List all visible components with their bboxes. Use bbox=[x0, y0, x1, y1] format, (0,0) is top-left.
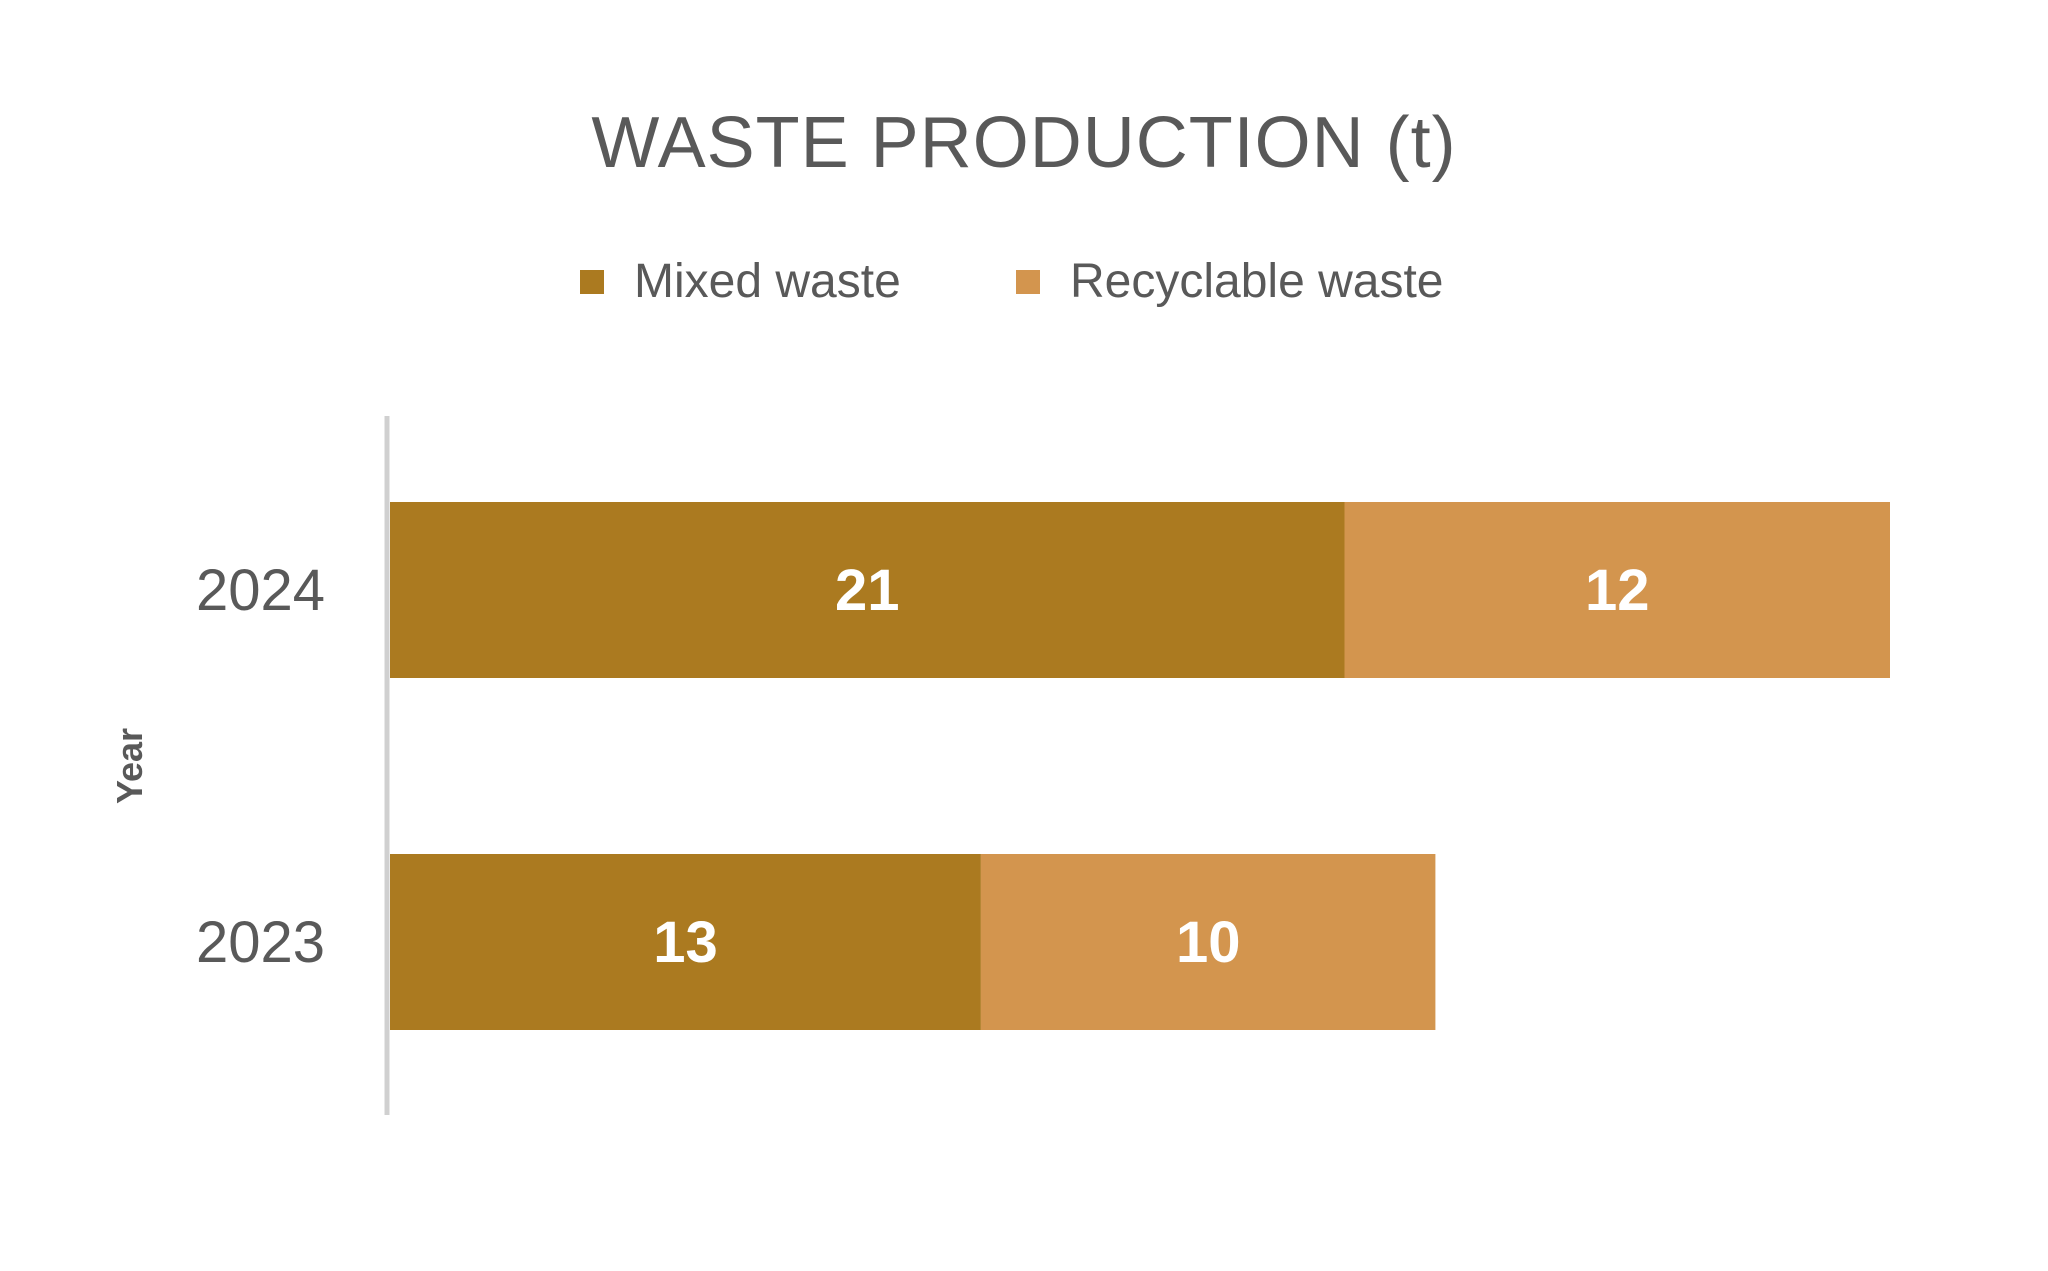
legend-swatch-recyclable-waste bbox=[1016, 270, 1040, 294]
legend-swatch-mixed-waste bbox=[580, 270, 604, 294]
tick-label-2024: 2024 bbox=[196, 558, 325, 623]
bar-2023-recyclable-waste bbox=[980, 854, 1436, 1030]
data-label-2024-mixed-waste: 21 bbox=[835, 558, 900, 623]
legend: Mixed waste Recyclable waste bbox=[0, 252, 2048, 312]
bar-2024-recyclable-waste bbox=[1344, 502, 1890, 678]
chart-title: WASTE PRODUCTION (t) bbox=[591, 103, 1457, 183]
bar-2024-mixed-waste bbox=[390, 502, 1345, 678]
y-axis-title: Year bbox=[109, 728, 150, 804]
tick-label-2023: 2023 bbox=[196, 910, 325, 975]
data-label-2024-recyclable-waste: 12 bbox=[1585, 558, 1650, 623]
legend-item-mixed-waste: Mixed waste bbox=[580, 252, 901, 312]
data-label-2023-recyclable-waste: 10 bbox=[1176, 910, 1241, 975]
legend-item-recyclable-waste: Recyclable waste bbox=[1016, 252, 1444, 312]
legend-label-mixed-waste: Mixed waste bbox=[634, 255, 901, 308]
bar-2023-mixed-waste bbox=[390, 854, 981, 1030]
legend-label-recyclable-waste: Recyclable waste bbox=[1070, 255, 1444, 308]
data-label-2023-mixed-waste: 13 bbox=[653, 910, 718, 975]
